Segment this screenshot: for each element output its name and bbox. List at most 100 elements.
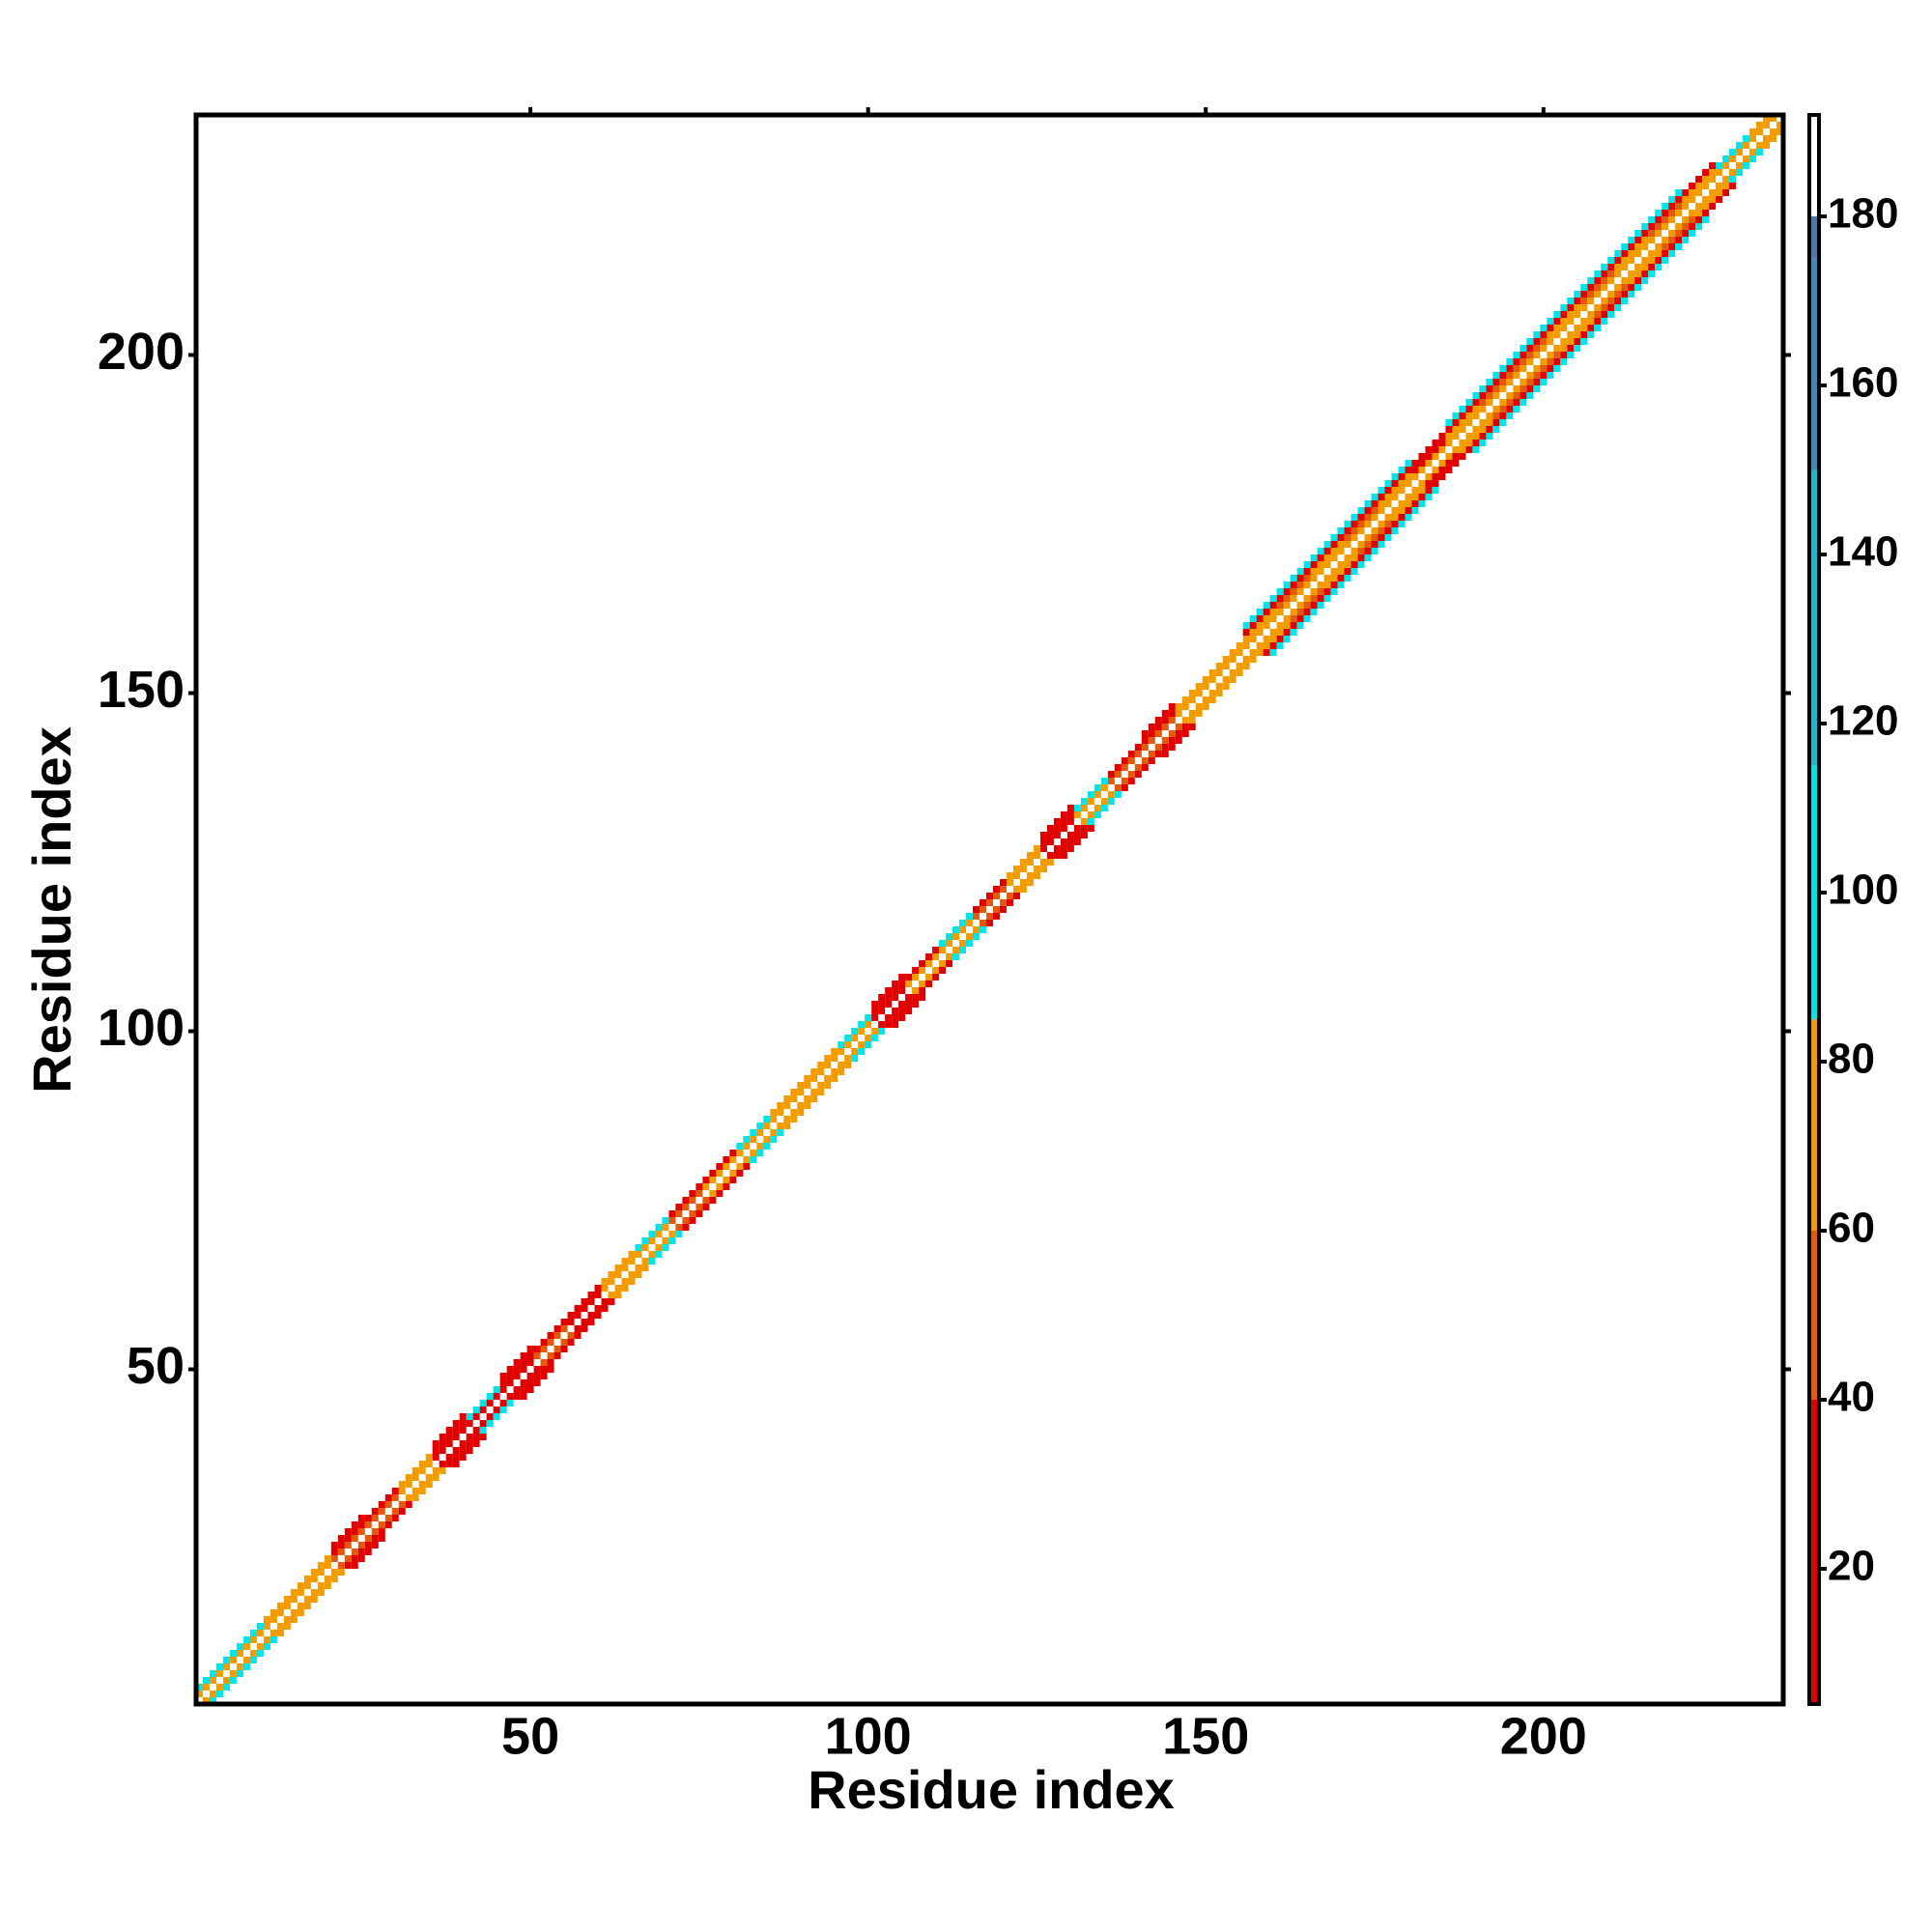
cell	[344, 1535, 352, 1542]
cell	[1675, 189, 1683, 196]
cell	[1675, 237, 1683, 243]
cell	[533, 1366, 541, 1373]
cell	[1634, 250, 1642, 257]
cell	[1506, 406, 1514, 412]
cell	[1134, 771, 1142, 778]
cell	[709, 1170, 717, 1177]
cell	[351, 1555, 358, 1562]
cell	[479, 1406, 487, 1413]
cell	[1722, 183, 1730, 189]
cell	[276, 1603, 284, 1609]
cell	[783, 1122, 791, 1129]
cell	[594, 1312, 602, 1319]
cell	[1574, 291, 1581, 298]
cell	[547, 1366, 554, 1373]
cell	[337, 1562, 345, 1569]
cell	[1634, 237, 1642, 243]
cell	[330, 1569, 338, 1576]
cell	[1161, 724, 1169, 730]
cell	[574, 1305, 582, 1312]
cell	[912, 974, 920, 980]
cell	[432, 1447, 440, 1454]
cell	[1175, 710, 1182, 717]
cell	[810, 1095, 818, 1102]
cell	[1303, 602, 1311, 609]
cell	[1229, 669, 1236, 676]
cell	[1459, 426, 1466, 433]
cell	[1709, 196, 1717, 203]
cell	[925, 953, 933, 960]
cell	[1168, 710, 1176, 717]
cell	[418, 1461, 426, 1467]
cell	[1587, 311, 1595, 318]
cell	[641, 1244, 649, 1251]
cell	[743, 1136, 751, 1143]
cell	[858, 1021, 866, 1028]
cell	[1107, 778, 1115, 784]
cell	[736, 1150, 744, 1156]
cell	[838, 1062, 845, 1068]
cell	[756, 1122, 764, 1129]
cell	[1114, 791, 1122, 798]
cell	[1181, 696, 1189, 703]
cell	[1445, 433, 1453, 440]
cell	[1587, 318, 1595, 325]
cell	[567, 1319, 575, 1325]
cell	[871, 1014, 879, 1021]
cell	[844, 1055, 852, 1062]
cell	[222, 1684, 230, 1690]
cell	[1418, 487, 1426, 494]
cell	[804, 1095, 811, 1102]
cell	[1540, 358, 1548, 365]
cell	[1080, 825, 1088, 832]
cell	[1547, 338, 1554, 345]
cell	[1513, 372, 1520, 379]
cell	[1465, 446, 1473, 453]
cell	[1411, 460, 1419, 467]
cell	[1560, 352, 1568, 358]
cell	[283, 1616, 291, 1623]
cell	[425, 1474, 433, 1481]
cell	[1472, 406, 1480, 412]
cell	[1175, 730, 1182, 737]
cell	[1418, 480, 1426, 487]
cell	[716, 1190, 724, 1197]
cell	[533, 1352, 541, 1359]
cell	[1148, 737, 1155, 744]
cell	[601, 1278, 609, 1285]
cell	[1492, 379, 1500, 385]
cell	[1046, 825, 1054, 832]
cell	[601, 1285, 609, 1292]
cell	[750, 1150, 757, 1156]
cell	[1594, 291, 1602, 298]
cell	[1634, 284, 1642, 291]
cell	[1296, 609, 1304, 615]
cell	[986, 913, 993, 920]
cell	[1668, 243, 1676, 250]
cell	[466, 1413, 473, 1420]
cell	[1662, 216, 1669, 223]
cell	[1330, 575, 1338, 582]
cell	[1520, 399, 1527, 406]
cell	[499, 1406, 507, 1413]
cell	[1492, 419, 1500, 426]
cell	[959, 926, 967, 933]
cell	[1100, 805, 1108, 811]
cell	[973, 906, 980, 913]
cell	[1222, 683, 1230, 690]
cell	[1648, 223, 1656, 230]
cell	[919, 994, 926, 1001]
cell	[1263, 649, 1270, 656]
cell	[581, 1305, 588, 1312]
cell	[675, 1224, 683, 1231]
cell	[270, 1636, 277, 1643]
cell	[1296, 575, 1304, 582]
cell	[229, 1670, 237, 1677]
cell	[1337, 582, 1345, 588]
cell	[1310, 595, 1318, 602]
cell	[790, 1089, 798, 1095]
cell	[1506, 372, 1514, 379]
cell	[1310, 588, 1318, 595]
colorbar-tick-label: 180	[1828, 190, 1898, 238]
cell	[1580, 325, 1588, 331]
